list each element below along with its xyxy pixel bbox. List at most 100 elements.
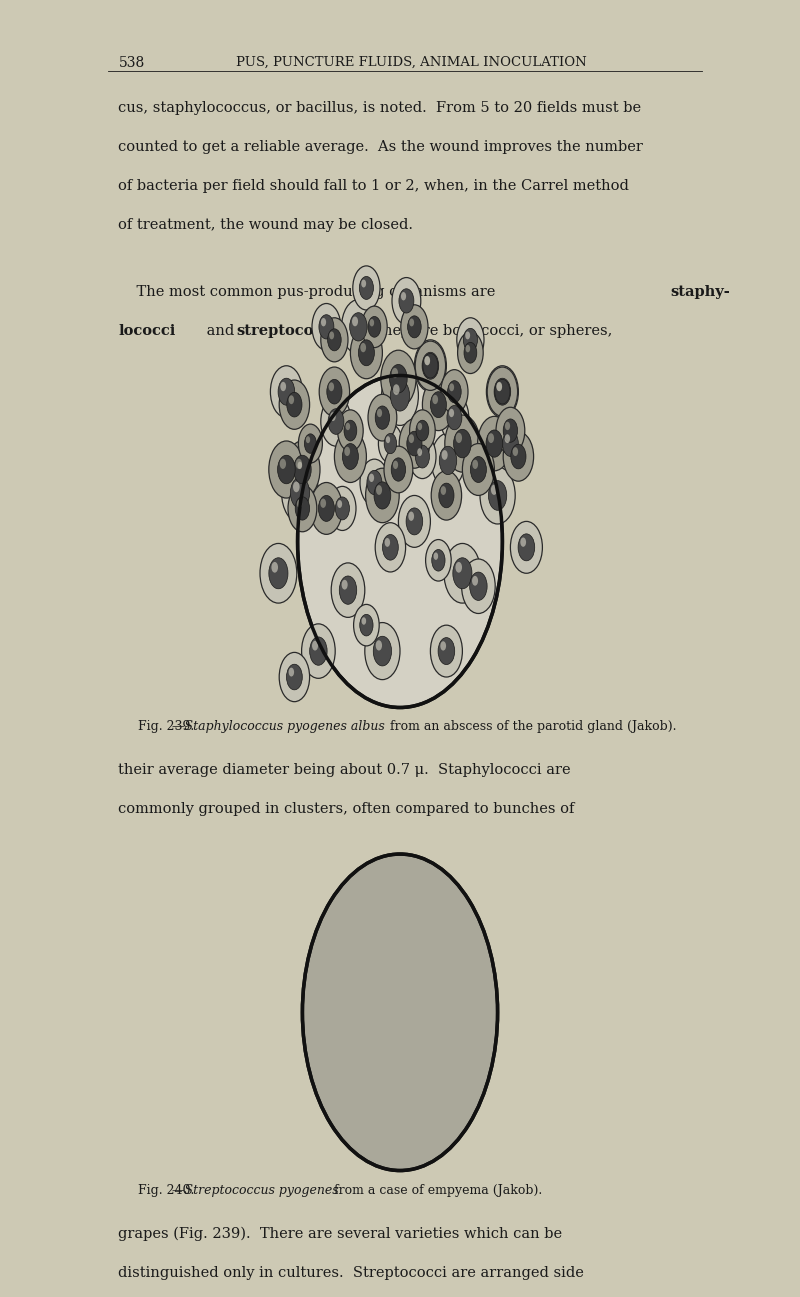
Circle shape [295,497,310,520]
Circle shape [513,447,518,457]
Circle shape [478,416,511,471]
Circle shape [393,384,400,396]
Circle shape [342,300,375,354]
Circle shape [369,473,374,482]
Circle shape [416,420,429,441]
Text: of bacteria per field should fall to 1 or 2, when, in the Carrel method: of bacteria per field should fall to 1 o… [118,179,630,193]
Circle shape [360,459,389,506]
Circle shape [422,353,438,379]
Circle shape [466,345,470,353]
Circle shape [456,433,462,444]
Circle shape [520,537,526,547]
Circle shape [280,459,286,470]
Circle shape [298,462,302,470]
Circle shape [438,484,454,508]
Circle shape [288,485,317,532]
Circle shape [392,368,398,379]
Circle shape [409,434,436,479]
Text: from an abscess of the parotid gland (Jakob).: from an abscess of the parotid gland (Ja… [386,720,676,733]
Circle shape [338,501,342,508]
Circle shape [431,471,462,520]
Text: staphy-: staphy- [670,285,730,300]
Circle shape [374,482,390,510]
Circle shape [393,460,398,470]
Circle shape [334,431,366,482]
Circle shape [339,576,357,604]
Circle shape [432,394,438,405]
Circle shape [366,468,399,523]
Circle shape [491,485,498,495]
Circle shape [486,366,518,418]
Circle shape [352,316,358,327]
Circle shape [328,329,341,350]
Circle shape [382,534,398,560]
Circle shape [298,424,322,463]
Circle shape [424,355,430,366]
Text: The most common pus-producing organisms are: The most common pus-producing organisms … [118,285,501,300]
Circle shape [269,441,304,498]
Circle shape [354,604,379,646]
Circle shape [312,303,341,350]
Circle shape [401,292,406,301]
Circle shape [302,855,498,1171]
Text: Fig. 240.: Fig. 240. [138,1184,194,1197]
Text: their average diameter being about 0.7 μ.  Staphylococci are: their average diameter being about 0.7 μ… [118,763,571,777]
Circle shape [350,327,382,379]
Circle shape [279,380,310,429]
Circle shape [406,508,422,534]
Circle shape [510,521,542,573]
Circle shape [329,383,334,392]
Circle shape [422,353,438,379]
Circle shape [360,342,366,353]
Circle shape [406,431,422,457]
Circle shape [298,376,502,707]
Circle shape [422,379,454,431]
Circle shape [472,576,478,586]
Circle shape [338,410,363,451]
Circle shape [439,446,457,475]
Circle shape [386,436,390,444]
Circle shape [497,383,502,392]
Circle shape [294,455,311,484]
Circle shape [310,637,327,665]
Circle shape [362,617,366,625]
Circle shape [279,652,310,702]
Text: of treatment, the wound may be closed.: of treatment, the wound may be closed. [118,218,414,232]
Circle shape [368,394,397,441]
Circle shape [410,319,414,327]
Circle shape [384,446,413,493]
Circle shape [502,431,518,457]
Circle shape [319,367,350,416]
Circle shape [368,316,381,337]
Circle shape [472,459,478,470]
Circle shape [381,350,416,407]
Circle shape [318,495,334,521]
Circle shape [278,455,295,484]
Text: They are both cocci, or spheres,: They are both cocci, or spheres, [364,324,612,339]
Circle shape [470,572,487,601]
Circle shape [399,289,414,313]
Circle shape [418,423,422,431]
Circle shape [432,550,445,571]
Text: and: and [202,324,238,339]
Circle shape [305,433,317,454]
Circle shape [414,340,446,392]
Circle shape [441,370,468,414]
Circle shape [453,558,472,589]
Circle shape [442,450,448,460]
Circle shape [390,380,410,411]
Text: —Staphylococcus pyogenes albus: —Staphylococcus pyogenes albus [172,720,385,733]
Circle shape [306,436,310,444]
Circle shape [321,397,351,446]
Text: streptococci.: streptococci. [236,324,342,339]
Circle shape [330,332,334,340]
Circle shape [505,434,510,444]
Circle shape [455,562,462,573]
Circle shape [466,332,470,340]
Text: from a case of empyema (Jakob).: from a case of empyema (Jakob). [330,1184,542,1197]
Text: counted to get a reliable average.  As the wound improves the number: counted to get a reliable average. As th… [118,140,643,154]
Circle shape [290,449,315,490]
Circle shape [418,449,422,457]
Circle shape [280,381,286,392]
Circle shape [376,641,382,651]
